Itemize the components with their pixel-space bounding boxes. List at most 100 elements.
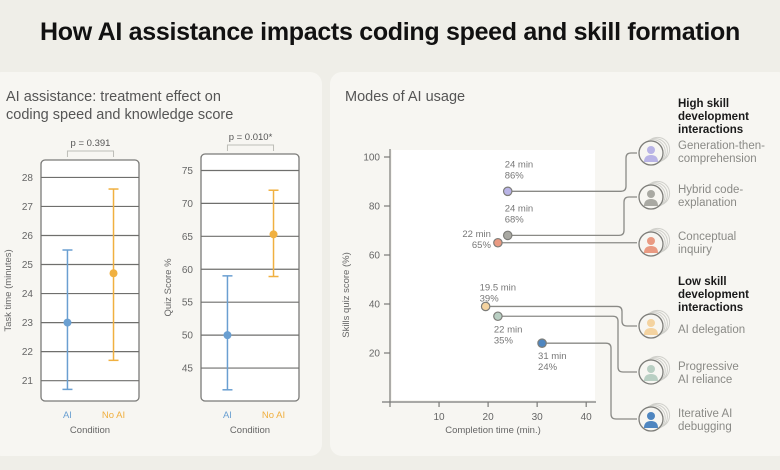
x-tick-label: 30 bbox=[532, 412, 544, 423]
y-tick-label: 25 bbox=[22, 260, 34, 271]
mode-label: Generation-then-comprehension bbox=[678, 140, 765, 166]
icon-body bbox=[644, 421, 658, 428]
point-score-label: 24% bbox=[538, 362, 558, 373]
plot-area bbox=[392, 150, 595, 400]
mode-label-line: Iterative AI bbox=[678, 408, 733, 420]
low-skill-heading: Low skill development interactions bbox=[678, 276, 749, 315]
y-tick-label: 70 bbox=[182, 199, 194, 210]
mode-label-line: Generation-then- bbox=[678, 140, 765, 152]
icon-body bbox=[644, 246, 658, 253]
y-tick-label: 22 bbox=[22, 347, 34, 358]
y-tick-label: 24 bbox=[22, 289, 34, 300]
user-icon bbox=[638, 402, 671, 432]
high-heading-line: High skill bbox=[678, 98, 730, 110]
icon-body bbox=[644, 199, 658, 206]
p-value-label: p = 0.391 bbox=[71, 138, 111, 149]
user-icon bbox=[638, 227, 671, 257]
y-tick-label: 26 bbox=[22, 231, 34, 242]
point-time-label: 24 min bbox=[505, 159, 534, 170]
x-category-label: AI bbox=[63, 410, 72, 421]
high-heading-line: interactions bbox=[678, 124, 744, 136]
modes-panel-title: Modes of AI usage bbox=[345, 89, 466, 105]
mode-label-line: comprehension bbox=[678, 153, 757, 165]
point-time-label: 19.5 min bbox=[480, 282, 516, 293]
x-category-label: No AI bbox=[262, 410, 285, 421]
y-tick-label: 100 bbox=[363, 153, 380, 164]
treatment-title-line-2: coding speed and knowledge score bbox=[6, 107, 234, 123]
icon-head bbox=[647, 412, 655, 420]
data-point bbox=[493, 311, 503, 322]
low-heading-line: interactions bbox=[678, 302, 744, 314]
point-time-label: 24 min bbox=[505, 203, 534, 214]
y-tick-label: 60 bbox=[182, 265, 194, 276]
high-skill-heading: High skill development interactions bbox=[678, 98, 749, 137]
y-tick-label: 55 bbox=[182, 298, 194, 309]
mean-point bbox=[269, 230, 278, 239]
errorbar-chart-0: 21 22 23 24 25 26 27 28 p = 0.391 AI No AI Conditio… bbox=[3, 138, 140, 436]
mode-label: AI delegation bbox=[678, 324, 745, 337]
treatment-title-line-1: AI assistance: treatment effect on bbox=[6, 89, 221, 105]
mean-point bbox=[223, 331, 232, 340]
x-tick-label: 10 bbox=[433, 412, 445, 423]
x-axis-label: Condition bbox=[230, 425, 270, 436]
user-icon bbox=[638, 180, 671, 210]
user-icon bbox=[638, 136, 671, 166]
y-tick-label: 80 bbox=[369, 202, 381, 213]
icon-body bbox=[644, 328, 658, 335]
connector-line bbox=[507, 196, 637, 237]
plot-frame bbox=[200, 153, 300, 402]
mode-label: Hybrid code-explanation bbox=[678, 184, 743, 210]
significance-bracket bbox=[66, 150, 115, 157]
y-tick-label: 20 bbox=[369, 349, 381, 360]
low-heading-line: development bbox=[678, 289, 749, 301]
page-title: How AI assistance impacts coding speed a… bbox=[40, 18, 740, 46]
data-point bbox=[480, 301, 491, 312]
connector-line bbox=[485, 305, 637, 327]
connector-line bbox=[542, 342, 637, 420]
point-time-label: 22 min bbox=[462, 229, 491, 240]
y-tick-label: 27 bbox=[22, 202, 34, 213]
mode-label-line: AI delegation bbox=[678, 324, 746, 336]
icon-head bbox=[647, 146, 655, 154]
x-category-label: AI bbox=[223, 410, 232, 421]
user-icon bbox=[638, 355, 671, 385]
mode-label-line: debugging bbox=[678, 421, 732, 433]
mode-label-line: explanation bbox=[678, 197, 737, 209]
x-category-label: No AI bbox=[102, 410, 125, 421]
p-value-label: p = 0.010* bbox=[229, 132, 273, 143]
y-tick-label: 21 bbox=[22, 376, 34, 387]
connector-line bbox=[507, 152, 637, 192]
y-tick-label: 65 bbox=[182, 232, 194, 243]
errorbar-chart-1: 45 50 55 60 65 70 75 p = 0.010* AI No AI Condition… bbox=[163, 132, 300, 436]
connector-line bbox=[497, 315, 637, 373]
y-tick-label: 45 bbox=[182, 364, 194, 375]
y-tick-label: 40 bbox=[369, 300, 381, 311]
data-point bbox=[537, 338, 547, 348]
mode-label-line: Progressive bbox=[678, 361, 739, 373]
icon-body bbox=[644, 374, 658, 381]
y-tick-label: 60 bbox=[369, 251, 381, 262]
mode-label-line: inquiry bbox=[678, 244, 712, 256]
icon-head bbox=[647, 190, 655, 198]
point-score-label: 65% bbox=[472, 240, 492, 251]
data-point bbox=[502, 186, 513, 197]
y-axis-label: Quiz Score % bbox=[163, 258, 174, 317]
y-axis-label: Skills quiz score (%) bbox=[341, 252, 352, 338]
mode-label: Iterative AI debugging bbox=[678, 408, 732, 434]
point-time-label: 31 min bbox=[538, 351, 567, 362]
point-score-label: 39% bbox=[480, 293, 500, 304]
data-point bbox=[502, 230, 513, 241]
point-score-label: 35% bbox=[494, 335, 514, 346]
mode-label: Progressive AI reliance bbox=[678, 361, 739, 387]
scatter-chart: 20 40 60 80 100 10 20 30 40 Completion time (min.… bbox=[341, 136, 671, 436]
mode-label-line: Conceptual bbox=[678, 231, 737, 243]
x-tick-label: 40 bbox=[581, 412, 593, 423]
point-time-label: 22 min bbox=[494, 324, 523, 335]
y-tick-label: 75 bbox=[182, 166, 194, 177]
icon-head bbox=[647, 365, 655, 373]
y-tick-label: 50 bbox=[182, 331, 194, 342]
mode-label: Conceptual inquiry bbox=[678, 231, 736, 257]
user-icon bbox=[638, 309, 671, 339]
mode-label-line: Hybrid code- bbox=[678, 184, 744, 196]
